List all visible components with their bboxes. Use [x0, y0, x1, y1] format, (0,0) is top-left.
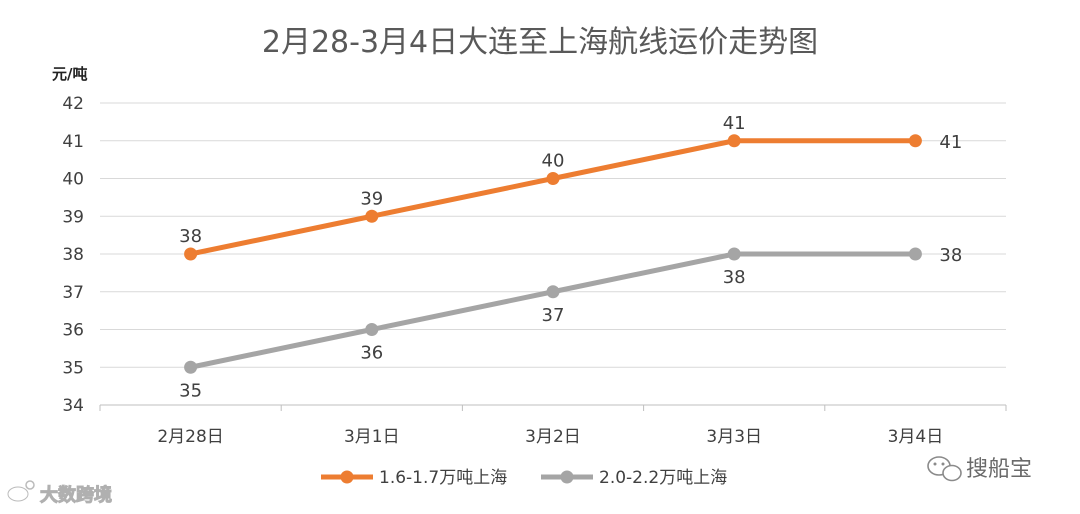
series-lines — [184, 134, 922, 374]
legend-label: 1.6-1.7万吨上海 — [379, 468, 507, 488]
data-label: 36 — [360, 343, 383, 364]
watermark-left-text: 大数跨境 — [40, 484, 112, 506]
data-point — [184, 247, 198, 261]
y-tick-label: 35 — [62, 358, 84, 378]
watermark-left: 大数跨境 — [7, 480, 113, 507]
y-axis-label: 元/吨 — [52, 65, 87, 83]
data-point — [184, 360, 198, 374]
data-point — [546, 172, 560, 185]
legend: 1.6-1.7万吨上海 2.0-2.2万吨上海 — [321, 468, 727, 488]
x-tick-label: 2月28日 — [157, 427, 223, 447]
data-point — [546, 285, 560, 299]
x-tick-label: 3月4日 — [888, 427, 944, 447]
data-label: 38 — [939, 245, 962, 266]
y-tick-label: 40 — [62, 170, 84, 190]
data-label: 41 — [939, 132, 962, 153]
data-label: 38 — [179, 226, 202, 247]
chart-title: 2月28-3月4日大连至上海航线运价走势图 — [262, 25, 818, 60]
weibo-icon — [7, 480, 35, 502]
legend-label: 2.0-2.2万吨上海 — [599, 468, 727, 488]
data-point — [908, 134, 922, 148]
data-label: 39 — [360, 188, 383, 209]
y-tick-label: 34 — [62, 396, 84, 416]
x-tick-label: 3月1日 — [344, 427, 400, 447]
data-point — [365, 323, 379, 336]
x-tick-label: 3月2日 — [525, 427, 581, 447]
data-label: 41 — [723, 113, 746, 134]
y-tick-label: 36 — [62, 321, 84, 341]
watermark-right-text: 搜船宝 — [966, 457, 1032, 482]
data-point — [727, 134, 741, 148]
legend-marker — [340, 470, 354, 484]
x-tick-label: 3月3日 — [706, 427, 762, 447]
wechat-icon — [927, 456, 962, 482]
data-point — [365, 209, 379, 223]
data-label: 37 — [542, 305, 565, 326]
watermark-right: 搜船宝 — [927, 456, 1032, 482]
data-label: 35 — [179, 380, 202, 401]
data-labels: 38 39 40 41 41 35 36 37 38 38 — [179, 113, 962, 402]
x-axis: 2月28日 3月1日 3月2日 3月3日 3月4日 — [99, 404, 1007, 447]
y-tick-label: 37 — [62, 283, 84, 303]
y-tick-label: 39 — [62, 207, 84, 227]
y-tick-label: 38 — [62, 245, 84, 265]
data-point — [908, 247, 922, 261]
data-label: 40 — [542, 151, 565, 172]
y-tick-label: 42 — [62, 94, 84, 114]
y-tick-label: 41 — [62, 132, 84, 152]
legend-marker — [560, 470, 574, 484]
data-point — [727, 247, 741, 261]
data-label: 38 — [723, 267, 746, 288]
y-axis: 34 35 36 37 38 39 40 41 42 — [62, 94, 84, 416]
